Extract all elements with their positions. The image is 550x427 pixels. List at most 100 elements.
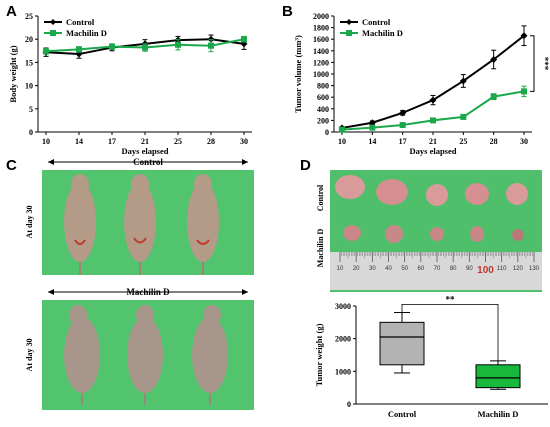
legend-label: Control [362,17,391,27]
y-tick-label: 1000 [335,367,351,376]
data-point [142,44,148,51]
tumor-image [335,175,365,199]
data-point [429,96,437,104]
y-tick-label: 1800 [313,24,329,33]
significance-bracket [401,303,499,361]
tumor-row-control [335,175,528,206]
data-point [430,117,436,124]
mouse-image [127,305,163,405]
legend-marker [346,19,352,25]
legend-label: Control [66,17,95,27]
y-tick-label: 3000 [335,302,351,311]
data-point [241,36,247,43]
y-tick-label: 2000 [313,12,329,21]
data-point [368,119,376,127]
ruler-label: 80 [450,266,457,272]
photo-d: Control Machilin D 10 20 30 40 50 60 70 80 90 100… [316,170,542,292]
photo-c-machilin: Machilin D At day 30 [25,287,254,410]
y-tick-label: 15 [25,58,33,67]
x-tick-label: 14 [75,137,83,146]
row-label-control: Control [316,184,325,211]
tumor-image [506,183,528,205]
ruler-label: 130 [529,266,540,272]
x-tick-label: 10 [42,137,50,146]
y-tick-label: 1400 [313,47,329,56]
data-point [490,56,498,63]
tumor-image [426,184,448,206]
significance-stars: ** [446,294,456,304]
ruler-label: 70 [434,266,441,272]
data-point [175,41,181,48]
panel-label-a: A [6,3,17,20]
chart-d-tumor-weight: 0 1000 2000 3000 Tumor weight (g) Control Mach… [314,294,548,419]
legend-marker [346,30,352,36]
ruler-label: 40 [385,266,392,272]
y-axis-label: Body weight (g) [8,45,18,102]
photo-c: Control At day 30 [25,157,254,410]
x-axis-label: Days elapsed [122,146,169,156]
row-label-machilin: Machilin D [316,229,325,268]
x-axis-label: Days elapsed [410,146,457,156]
legend-marker [50,19,56,25]
side-label-top: At day 30 [25,206,34,239]
ruler-label: 120 [513,266,524,272]
y-tick-label: 1200 [313,58,329,67]
chart-a-body-weight: 0 5 10 15 20 25 10 14 17 21 25 28 30 Days elapsed Body… [8,12,252,156]
y-tick-label: 0 [29,128,33,137]
tumor-image [430,227,444,241]
y-axis-label: Tumor volume (mm³) [293,35,303,113]
x-category-label: Machilin D [478,409,519,419]
x-tick-label: 25 [459,137,467,146]
x-tick-label: 28 [207,137,215,146]
tumor-image [343,225,361,241]
series-line-control [341,34,525,129]
x-tick-label: 10 [338,137,346,146]
y-tick-label: 0 [325,128,329,137]
data-point [399,109,407,117]
ruler-ticks: 10 20 30 40 50 60 70 80 90 100 110 120 130 [337,252,540,276]
ruler-label: 90 [466,266,473,272]
mouse-image [192,305,228,405]
y-tick-label: 600 [317,93,329,102]
legend-label: Machilin D [66,28,107,38]
tumor-image [470,226,484,242]
data-point [520,32,528,40]
legend-label: Machilin D [362,28,403,38]
panel-label-c: C [6,157,17,174]
chart-b-tumor-volume: 0 200 400 600 800 1000 1200 1400 1600 1800 2000 10 1… [293,12,550,156]
group-label-control: Control [133,157,163,167]
data-point [490,93,497,100]
x-tick-label: 14 [368,137,376,146]
data-point [109,43,115,50]
tumor-row-machilin [343,225,524,243]
ruler-label: 110 [497,266,507,272]
x-category-label: Control [388,409,417,419]
tumor-image [385,225,403,243]
y-tick-label: 400 [317,105,329,114]
y-tick-label: 20 [25,35,33,44]
data-point [459,77,467,85]
x-tick-label: 30 [240,137,248,146]
x-tick-label: 21 [429,137,437,146]
ruler-label: 30 [369,266,376,272]
group-label-machilin: Machilin D [126,287,170,297]
panel-label-d: D [300,157,311,174]
significance-stars: *** [540,57,550,71]
data-point [521,88,527,95]
data-point [369,124,376,131]
tumor-image [512,229,524,241]
mouse-image [187,174,219,275]
mouse-image [64,305,100,405]
y-tick-label: 5 [29,105,33,114]
box-control [379,321,425,366]
significance-bracket [530,35,535,92]
y-tick-label: 200 [317,116,329,125]
y-tick-label: 10 [25,82,33,91]
x-tick-label: 30 [520,137,528,146]
y-tick-label: 800 [317,82,329,91]
side-label-bottom: At day 30 [25,339,34,372]
y-tick-label: 1600 [313,35,329,44]
x-tick-label: 17 [108,137,116,146]
ruler: 10 20 30 40 50 60 70 80 90 100 110 120 130 [330,252,542,290]
